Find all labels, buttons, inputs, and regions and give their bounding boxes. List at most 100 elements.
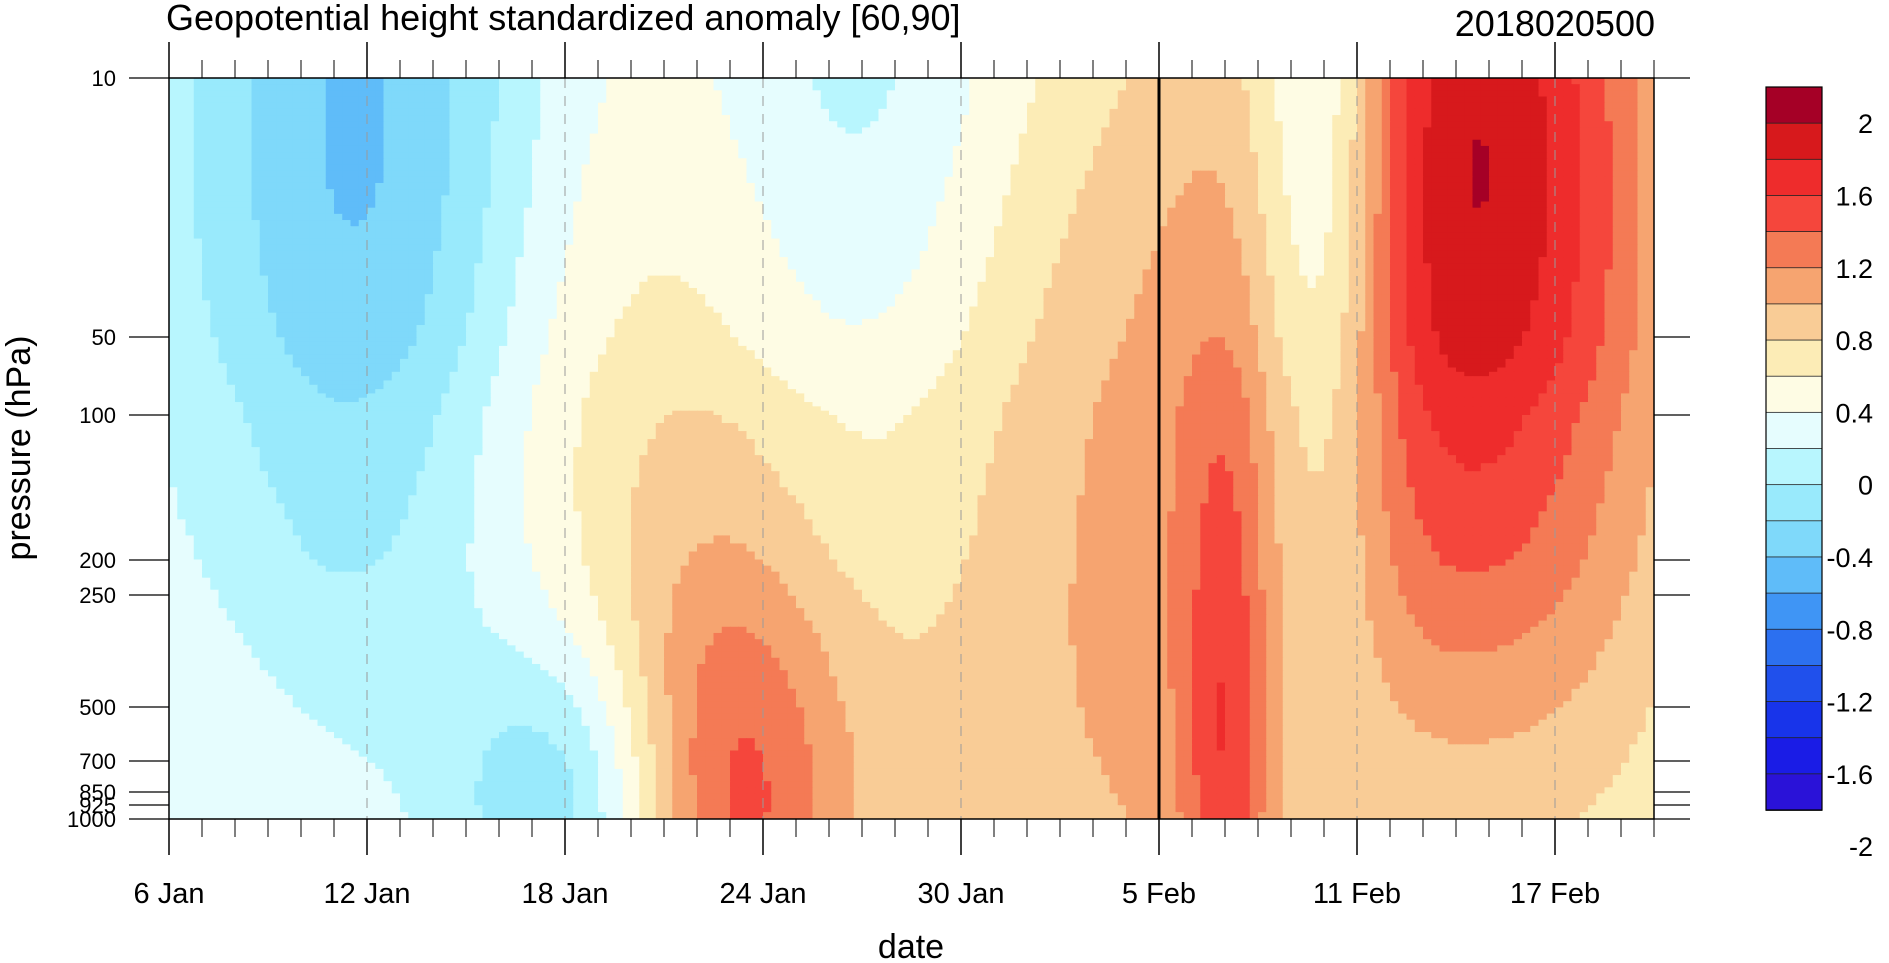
contour-cell: [433, 195, 442, 203]
contour-cell: [391, 133, 401, 141]
contour-cell: [210, 158, 220, 166]
contour-cell: [309, 244, 319, 252]
contour-cell: [1274, 121, 1284, 129]
contour-cell: [235, 90, 244, 98]
contour-cell: [944, 139, 954, 147]
contour-cell: [622, 220, 632, 227]
contour-cell: [1225, 121, 1234, 129]
contour-cell: [1076, 102, 1086, 110]
contour-cell: [622, 84, 632, 91]
contour-cell: [1233, 244, 1243, 252]
contour-cell: [1216, 145, 1226, 153]
contour-cell: [1357, 201, 1366, 209]
contour-cell: [746, 220, 756, 227]
contour-cell: [845, 189, 855, 196]
contour-cell: [820, 145, 830, 153]
contour-cell: [631, 121, 640, 129]
contour-cell: [408, 96, 418, 104]
contour-cell: [358, 238, 368, 246]
contour-cell: [532, 176, 541, 184]
contour-cell: [1645, 213, 1654, 221]
contour-cell: [1167, 189, 1177, 196]
contour-cell: [309, 207, 319, 215]
contour-cell: [1027, 189, 1036, 196]
contour-cell: [903, 108, 913, 116]
contour-cell: [944, 232, 954, 240]
contour-cell: [1142, 207, 1152, 215]
contour-cell: [523, 152, 533, 159]
contour-cell: [1117, 170, 1127, 178]
contour-cell: [1447, 226, 1457, 233]
contour-cell: [1142, 90, 1152, 98]
contour-cell: [664, 152, 673, 159]
contour-cell: [1357, 232, 1366, 240]
contour-cell: [1505, 164, 1515, 172]
contour-cell: [1480, 84, 1490, 91]
contour-cell: [895, 133, 904, 141]
contour-cell: [796, 115, 805, 122]
contour-cell: [457, 96, 467, 104]
contour-cell: [1621, 182, 1630, 190]
contour-cell: [1348, 226, 1358, 233]
contour-cell: [631, 90, 640, 98]
contour-cell: [276, 108, 286, 116]
contour-cell: [325, 102, 335, 110]
contour-cell: [342, 133, 352, 141]
contour-cell: [829, 102, 838, 110]
contour-cell: [1604, 201, 1614, 209]
contour-cell: [540, 158, 550, 166]
contour-cell: [713, 145, 723, 153]
contour-cell: [1175, 164, 1185, 172]
contour-cell: [969, 145, 979, 153]
contour-cell: [886, 232, 896, 240]
contour-cell: [622, 102, 632, 110]
contour-cell: [375, 96, 385, 104]
contour-cell: [1579, 133, 1589, 141]
contour-cell: [853, 96, 863, 104]
contour-cell: [1563, 207, 1573, 215]
contour-cell: [928, 78, 937, 85]
contour-cell: [1390, 158, 1399, 166]
contour-cell: [1266, 201, 1276, 209]
contour-cell: [581, 121, 591, 129]
contour-cell: [614, 201, 624, 209]
contour-cell: [672, 90, 682, 98]
contour-cell: [1621, 158, 1630, 166]
contour-cell: [928, 96, 937, 104]
contour-cell: [1340, 96, 1350, 104]
contour-cell: [647, 238, 657, 246]
contour-cell: [383, 84, 393, 91]
contour-cell: [325, 84, 335, 91]
contour-cell: [1142, 176, 1152, 184]
contour-cell: [639, 139, 649, 147]
contour-cell: [647, 170, 657, 178]
contour-cell: [1414, 139, 1424, 147]
contour-cell: [523, 213, 533, 221]
contour-cell: [185, 195, 195, 203]
contour-cell: [870, 102, 880, 110]
contour-cell: [226, 176, 236, 184]
contour-cell: [820, 213, 830, 221]
contour-cell: [977, 90, 987, 98]
contour-cell: [1002, 127, 1012, 135]
contour-cell: [944, 207, 954, 215]
contour-cell: [845, 121, 855, 129]
contour-cell: [1093, 121, 1102, 129]
contour-cell: [515, 244, 525, 252]
contour-cell: [1307, 201, 1317, 209]
contour-cell: [1563, 84, 1573, 91]
contour-cell: [1192, 238, 1201, 246]
contour-cell: [639, 145, 649, 153]
contour-cell: [1109, 195, 1119, 203]
contour-cell: [928, 238, 937, 246]
contour-cell: [1456, 108, 1465, 116]
contour-cell: [1035, 164, 1045, 172]
contour-cell: [1332, 195, 1342, 203]
contour-cell: [243, 201, 253, 209]
contour-cell: [647, 78, 657, 85]
contour-cell: [1010, 232, 1020, 240]
contour-cell: [1018, 195, 1028, 203]
contour-cell: [853, 115, 863, 122]
contour-cell: [705, 96, 715, 104]
contour-cell: [721, 176, 731, 184]
